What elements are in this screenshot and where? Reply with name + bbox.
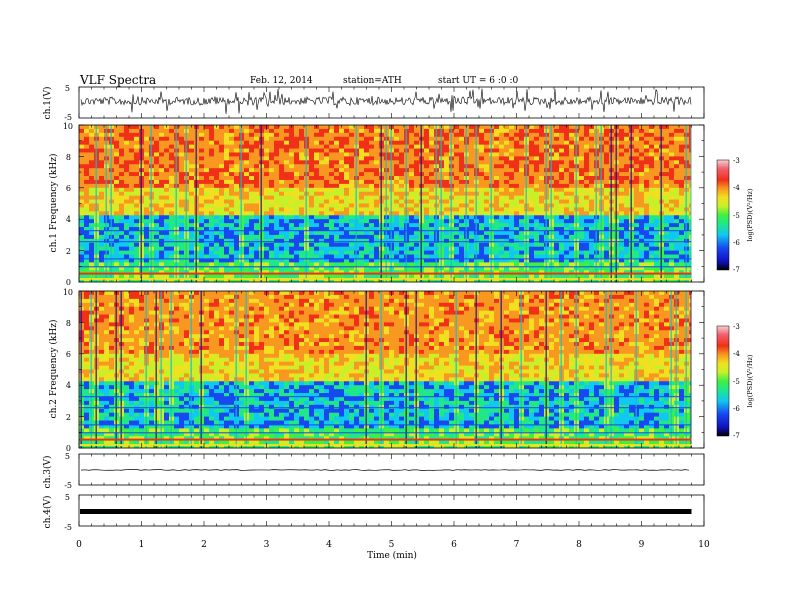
ch3-ylabel: ch.3(V) bbox=[42, 456, 53, 489]
station-label: station=ATH bbox=[343, 76, 402, 86]
ch4-waveform-panel: 5 -5 ch.4(V) bbox=[42, 493, 705, 532]
ch2-cb-tick-m6: -6 bbox=[733, 405, 740, 413]
ch2-ytick-4: 4 bbox=[66, 381, 71, 390]
ch4-ytick-bottom: -5 bbox=[64, 523, 72, 532]
ch1-cb-tick-m6: -6 bbox=[733, 239, 740, 247]
ch1-ytick-top: 5 bbox=[65, 84, 70, 93]
x-tick-3: 3 bbox=[264, 540, 270, 550]
ch3-waveform-line bbox=[80, 469, 690, 471]
x-tick-7: 7 bbox=[514, 540, 520, 550]
ch2-colorbar: -3 -4 -5 -6 -7 log(PSD)(V²/Hz) bbox=[716, 323, 754, 440]
ch1-ylabel: ch.1 Frequency (kHz) bbox=[48, 154, 59, 253]
ch2-colorbar-gradient bbox=[716, 325, 730, 437]
ch4-ytick-top: 5 bbox=[65, 493, 70, 502]
ch1-cb-tick-m5: -5 bbox=[733, 212, 740, 220]
x-tick-10: 10 bbox=[698, 540, 710, 550]
ch1-colorbar-gradient bbox=[716, 159, 730, 271]
ch3-ytick-top: 5 bbox=[65, 452, 70, 461]
ch1-spectrogram-image bbox=[79, 125, 704, 283]
ch2-cb-tick-m4: -4 bbox=[733, 350, 740, 358]
ch1-ytick-8: 8 bbox=[66, 153, 71, 162]
ch2-colorbar-label: log(PSD)(V²/Hz) bbox=[746, 354, 754, 407]
x-axis: 0 1 2 3 4 5 6 7 8 9 10 Time (min) bbox=[76, 540, 710, 561]
ch2-cb-tick-m5: -5 bbox=[733, 378, 740, 386]
ch1-cb-tick-m4: -4 bbox=[733, 184, 740, 192]
time-tick-marks bbox=[78, 87, 705, 526]
ch1-cb-tick-m3: -3 bbox=[733, 157, 740, 165]
ch2-cb-tick-m3: -3 bbox=[733, 323, 740, 331]
ch2-spectrogram-panel: 0 2 4 6 8 10 ch.2 Frequency (kHz) bbox=[48, 288, 705, 453]
ch3-ytick-bottom: -5 bbox=[64, 481, 72, 490]
ch2-ytick-10: 10 bbox=[63, 288, 73, 297]
ch1-colorbar: -3 -4 -5 -6 -7 log(PSD)(V²/Hz) bbox=[716, 157, 754, 274]
ch2-spectrogram-image bbox=[79, 291, 704, 449]
ch2-ylabel: ch.2 Frequency (kHz) bbox=[48, 320, 59, 419]
x-tick-6: 6 bbox=[451, 540, 457, 550]
ch1-ylabel: ch.1(V) bbox=[42, 87, 53, 120]
ch1-waveform-panel: 5 -5 ch.1(V) bbox=[42, 84, 705, 122]
x-tick-8: 8 bbox=[576, 540, 582, 550]
x-tick-2: 2 bbox=[201, 540, 207, 550]
figure-title: VLF Spectra bbox=[79, 73, 156, 87]
start-time-label: start UT = 6 :0 :0 bbox=[438, 76, 518, 86]
x-tick-5: 5 bbox=[389, 540, 395, 550]
ch1-ytick-10: 10 bbox=[63, 122, 73, 131]
ch1-ytick-2: 2 bbox=[66, 247, 71, 256]
ch2-ytick-2: 2 bbox=[66, 413, 71, 422]
ch1-colorbar-label: log(PSD)(V²/Hz) bbox=[746, 188, 754, 241]
x-axis-label: Time (min) bbox=[367, 550, 417, 561]
ch1-ytick-bottom: -5 bbox=[64, 113, 72, 122]
ch4-waveform-band bbox=[80, 509, 692, 514]
ch1-waveform-frame bbox=[78, 86, 705, 119]
ch2-cb-tick-m7: -7 bbox=[733, 432, 740, 440]
ch1-waveform-line bbox=[80, 88, 692, 114]
date-label: Feb. 12, 2014 bbox=[250, 76, 313, 86]
x-tick-1: 1 bbox=[139, 540, 145, 550]
x-tick-9: 9 bbox=[639, 540, 645, 550]
ch1-ytick-4: 4 bbox=[66, 215, 71, 224]
x-tick-0: 0 bbox=[76, 540, 82, 550]
ch1-cb-tick-m7: -7 bbox=[733, 266, 740, 274]
ch1-ytick-6: 6 bbox=[66, 184, 71, 193]
ch2-ytick-6: 6 bbox=[66, 350, 71, 359]
ch2-ytick-0: 0 bbox=[66, 444, 71, 453]
ch1-spectrogram-panel: 0 2 4 6 8 10 ch.1 Frequency (kHz) bbox=[48, 122, 705, 287]
ch1-ytick-0: 0 bbox=[66, 278, 71, 287]
ch3-waveform-panel: 5 -5 ch.3(V) bbox=[42, 452, 705, 490]
ch3-waveform-frame bbox=[78, 453, 705, 486]
ch2-ytick-8: 8 bbox=[66, 319, 71, 328]
x-tick-4: 4 bbox=[326, 540, 332, 550]
ch4-ylabel: ch.4(V) bbox=[42, 496, 53, 529]
